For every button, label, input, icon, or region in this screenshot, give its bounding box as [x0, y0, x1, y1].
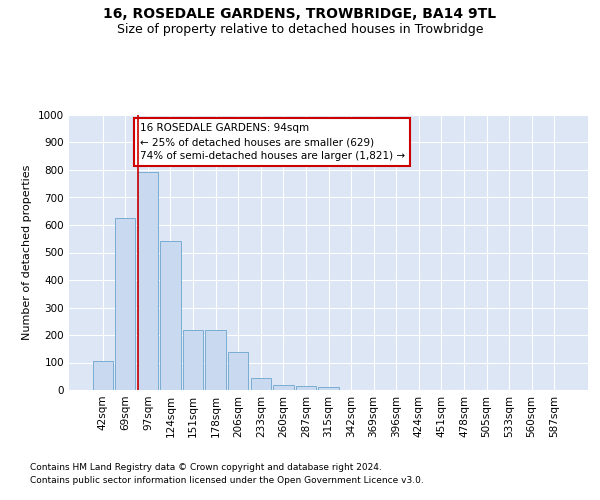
Bar: [138, 172, 158, 390]
Bar: [92, 360, 113, 390]
Bar: [183, 330, 203, 390]
Bar: [319, 387, 338, 390]
Text: Contains HM Land Registry data © Crown copyright and database right 2024.: Contains HM Land Registry data © Crown c…: [30, 462, 382, 471]
Text: 16 ROSEDALE GARDENS: 94sqm
← 25% of detached houses are smaller (629)
74% of sem: 16 ROSEDALE GARDENS: 94sqm ← 25% of deta…: [140, 123, 404, 161]
Bar: [251, 378, 271, 390]
Bar: [160, 241, 181, 390]
Y-axis label: Number of detached properties: Number of detached properties: [22, 165, 32, 340]
Text: 16, ROSEDALE GARDENS, TROWBRIDGE, BA14 9TL: 16, ROSEDALE GARDENS, TROWBRIDGE, BA14 9…: [103, 8, 497, 22]
Text: Contains public sector information licensed under the Open Government Licence v3: Contains public sector information licen…: [30, 476, 424, 485]
Bar: [296, 386, 316, 390]
Text: Size of property relative to detached houses in Trowbridge: Size of property relative to detached ho…: [117, 22, 483, 36]
Bar: [205, 330, 226, 390]
Bar: [228, 352, 248, 390]
Bar: [273, 386, 293, 390]
Bar: [115, 218, 136, 390]
